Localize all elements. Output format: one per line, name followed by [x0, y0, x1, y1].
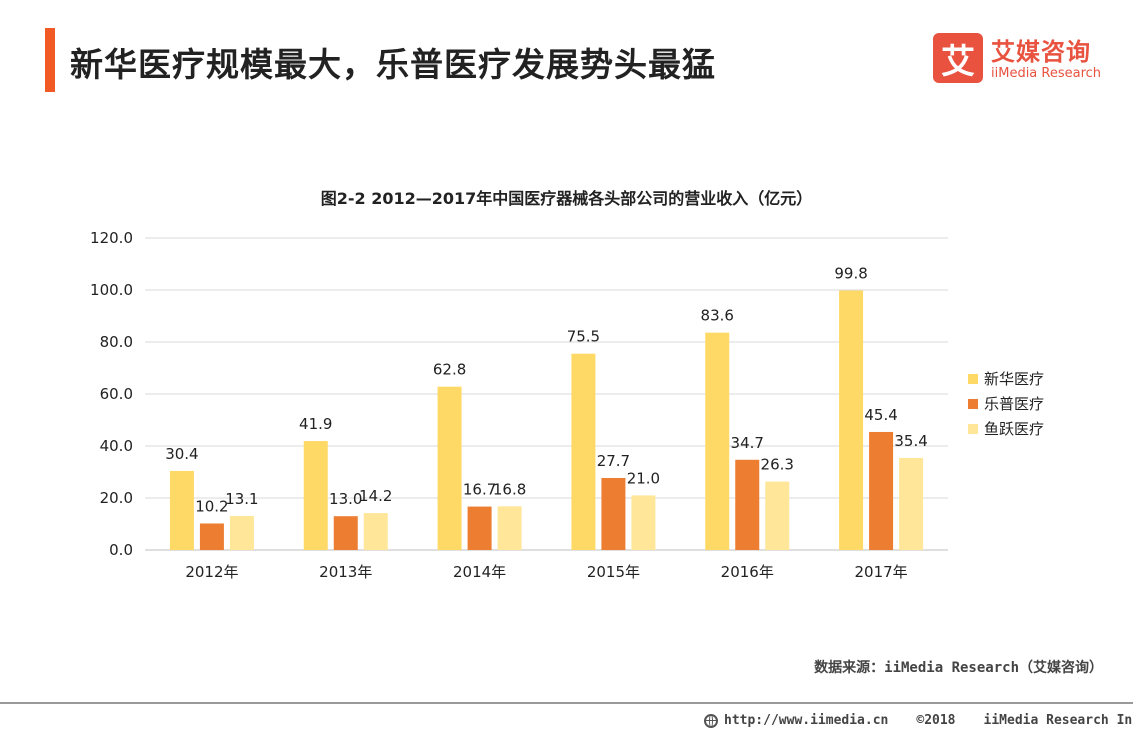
data-label: 99.8: [834, 265, 867, 283]
data-label: 26.3: [761, 456, 794, 474]
data-label: 34.7: [731, 434, 764, 452]
bar: [169, 470, 194, 550]
data-label: 41.9: [299, 415, 332, 433]
x-tick-label: 2014年: [453, 563, 506, 581]
legend-swatch: [968, 374, 978, 384]
footer-divider: [0, 702, 1133, 704]
y-tick-label: 120.0: [90, 229, 133, 247]
data-label: 35.4: [894, 432, 927, 450]
legend-label: 新华医疗: [984, 370, 1044, 388]
y-tick-label: 80.0: [100, 333, 133, 351]
data-label: 13.1: [225, 490, 258, 508]
data-label: 10.2: [195, 497, 228, 515]
bar: [839, 290, 864, 550]
legend-swatch: [968, 424, 978, 434]
chart-title: 图2-2 2012—2017年中国医疗器械各头部公司的营业收入（亿元）: [320, 189, 813, 208]
globe-icon: [704, 713, 718, 728]
bar: [869, 431, 894, 550]
x-tick-label: 2012年: [185, 563, 238, 581]
legend-label: 鱼跃医疗: [984, 420, 1044, 438]
bar: [765, 481, 790, 550]
bar: [303, 441, 328, 550]
y-tick-label: 100.0: [90, 281, 133, 299]
bar: [333, 516, 358, 550]
footer-url[interactable]: http://www.iimedia.cn: [724, 713, 889, 728]
footer: http://www.iimedia.cn ©2018 iiMedia Rese…: [704, 713, 1133, 728]
data-source: 数据来源：iiMedia Research（艾媒咨询）: [814, 660, 1103, 676]
data-label: 27.7: [597, 452, 630, 470]
bar: [899, 457, 924, 550]
logo-mark: 艾: [933, 33, 983, 83]
data-label: 16.8: [493, 480, 526, 498]
data-label: 75.5: [567, 328, 600, 346]
y-tick-label: 40.0: [100, 437, 133, 455]
x-tick-label: 2015年: [587, 563, 640, 581]
footer-company: iiMedia Research Inc: [983, 713, 1133, 728]
x-tick-label: 2016年: [721, 563, 774, 581]
y-tick-label: 0.0: [109, 541, 133, 559]
data-label: 83.6: [701, 307, 734, 325]
y-tick-label: 20.0: [100, 489, 133, 507]
logo: 艾 艾媒咨询 iiMedia Research: [933, 30, 1113, 86]
bar: [363, 513, 388, 550]
bar: [705, 332, 730, 550]
title-accent-bar: [45, 28, 55, 92]
x-tick-label: 2017年: [854, 563, 907, 581]
logo-name-en: iiMedia Research: [991, 66, 1102, 81]
legend-label: 乐普医疗: [984, 395, 1044, 413]
data-label: 45.4: [864, 406, 897, 424]
legend-swatch: [968, 399, 978, 409]
bar: [497, 506, 522, 550]
bar: [571, 353, 596, 550]
bar: [601, 477, 626, 550]
data-label: 21.0: [627, 469, 660, 487]
footer-copyright: ©2018: [916, 713, 956, 728]
bar: [437, 386, 462, 550]
bar: [199, 523, 224, 550]
page-title: 新华医疗规模最大，乐普医疗发展势头最猛: [70, 45, 716, 84]
data-label: 30.4: [165, 445, 198, 463]
bar: [735, 459, 760, 550]
bar: [467, 506, 492, 550]
data-label: 16.7: [463, 481, 496, 499]
bar: [631, 495, 656, 550]
bar: [229, 515, 254, 550]
data-label: 14.2: [359, 487, 392, 505]
data-label: 62.8: [433, 361, 466, 379]
data-label: 13.0: [329, 490, 362, 508]
logo-name-cn: 艾媒咨询: [991, 38, 1091, 66]
y-tick-label: 60.0: [100, 385, 133, 403]
x-tick-label: 2013年: [319, 563, 372, 581]
